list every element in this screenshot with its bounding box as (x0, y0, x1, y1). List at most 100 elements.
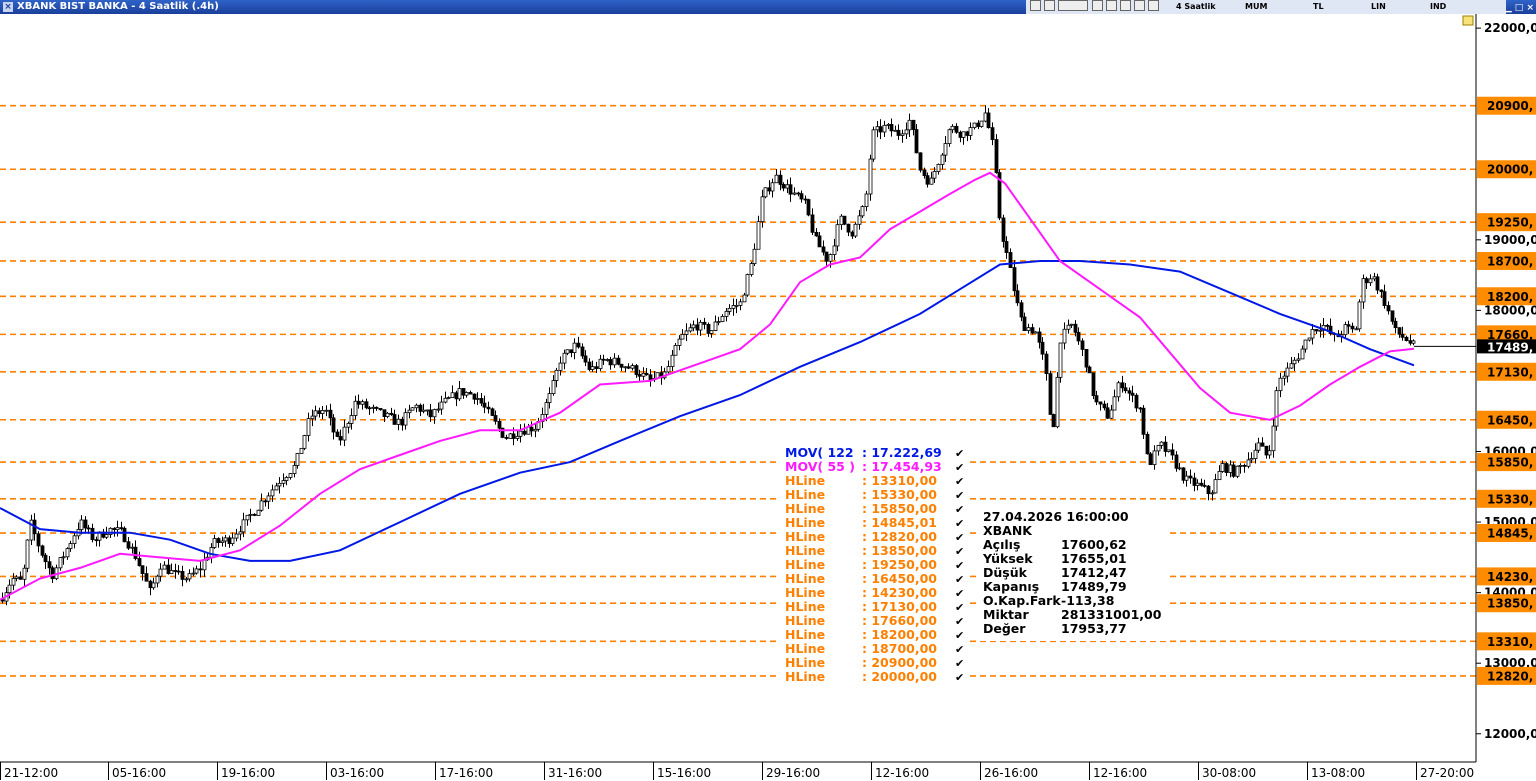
candle-body (810, 214, 815, 233)
candle-body (706, 323, 711, 334)
candle-body (137, 558, 142, 567)
candle-body (500, 427, 505, 438)
legend-value: : 17130,00 (862, 599, 937, 614)
legend-value: : 12820,00 (862, 529, 937, 544)
candle-body (245, 514, 250, 521)
window-close-icon[interactable]: × (1526, 3, 1534, 13)
candle-body (313, 410, 318, 417)
candle-body (1145, 433, 1150, 455)
legend-value: : 16450,00 (862, 571, 937, 586)
candle-body (1188, 475, 1193, 479)
toolbar-icon[interactable] (1092, 0, 1103, 11)
minimize-icon[interactable]: ▁ (1504, 3, 1512, 13)
pencil-icon[interactable] (1120, 0, 1131, 11)
candle-body (673, 345, 678, 356)
chart-style-selector[interactable]: MUM (1245, 2, 1268, 11)
currency-selector[interactable]: TL (1313, 2, 1324, 11)
candle-body (644, 372, 649, 376)
hline-label-bg (1477, 410, 1536, 429)
candle-body (522, 430, 527, 435)
candle-body (79, 519, 84, 530)
candle-body (529, 426, 534, 432)
candle-body (234, 533, 239, 539)
check-icon: ✔ (955, 489, 964, 502)
lock-icon[interactable] (1462, 15, 1474, 26)
toolbar-icon[interactable] (1106, 0, 1117, 11)
candle-body (1292, 359, 1297, 365)
candle-body (7, 584, 12, 594)
candle-body (806, 199, 811, 216)
hline-label-bg (1477, 453, 1536, 472)
candle-body (587, 361, 592, 370)
candle-body (461, 388, 466, 396)
candle-body (50, 567, 55, 580)
toolbar-icon[interactable] (1148, 0, 1159, 11)
candle-body (1062, 328, 1067, 344)
x-tick-label: 12-16:00 (1093, 766, 1147, 780)
scale-selector[interactable]: LIN (1371, 2, 1386, 11)
candle-body (472, 393, 477, 400)
candle-body (428, 409, 433, 418)
candle-body (248, 513, 253, 516)
candle-body (1008, 252, 1013, 268)
toolbar-icon[interactable] (1030, 0, 1041, 11)
period-selector[interactable]: 4 Saatlik (1176, 2, 1216, 11)
candle-body (1156, 444, 1161, 452)
candle-body (817, 235, 822, 248)
toolbar-icon[interactable] (1058, 0, 1088, 11)
candle-body (1346, 324, 1351, 327)
candle-body (886, 124, 891, 126)
candle-body (144, 573, 149, 582)
candle-body (1404, 336, 1409, 342)
candle-body (169, 570, 174, 575)
candle-body (468, 392, 473, 395)
hline-label: 17130, (1487, 365, 1533, 379)
maximize-icon[interactable]: □ (1514, 3, 1524, 13)
candle-body (580, 346, 585, 357)
hline-label-bg (1477, 524, 1536, 543)
candle-body (148, 580, 153, 589)
candle-body (922, 169, 927, 177)
candle-body (997, 172, 1002, 219)
candle-body (734, 304, 739, 307)
candle-body (1120, 382, 1125, 389)
candle-body (90, 527, 95, 541)
candle-body (335, 431, 340, 437)
candle-body (1303, 339, 1308, 350)
info-label: Kapanış (983, 579, 1039, 594)
candle-body (180, 571, 185, 580)
candle-body (1181, 467, 1186, 481)
candle-body (436, 408, 441, 411)
candle-body (1325, 324, 1330, 327)
indicator-selector[interactable]: IND (1430, 2, 1447, 11)
candle-body (1177, 467, 1182, 470)
candle-body (1260, 442, 1265, 447)
candle-body (882, 124, 887, 133)
candle-body (601, 358, 606, 361)
horizontal-lines (0, 104, 1476, 677)
candle-body (385, 412, 390, 417)
candle-body (1087, 366, 1092, 374)
candle-body (263, 500, 268, 503)
candle-body (634, 365, 639, 375)
price-chart[interactable]: MOV( 122: 17.222,69 ✔ MOV( 55 ): 17.454,93… (0, 14, 1536, 781)
candle-body (11, 577, 16, 586)
candle-body (814, 231, 819, 237)
candle-body (623, 366, 628, 369)
toolbar-icon[interactable] (1134, 0, 1145, 11)
check-icon: ✔ (955, 615, 964, 628)
candle-body (914, 129, 919, 154)
candle-body (1001, 217, 1006, 242)
candle-body (713, 321, 718, 331)
candle-body (382, 409, 387, 417)
candle-body (353, 400, 358, 416)
candle-body (1098, 401, 1103, 405)
close-icon[interactable]: × (3, 2, 13, 12)
toolbar-icon[interactable] (1044, 0, 1055, 11)
candle-body (785, 184, 790, 189)
candle-body (133, 546, 138, 559)
indicator-legend: MOV( 122: 17.222,69 ✔ MOV( 55 ): 17.454,93… (785, 445, 964, 684)
candle-body (1022, 316, 1027, 331)
candle-body (1004, 241, 1009, 253)
x-tick-label: 21-12:00 (4, 766, 58, 780)
